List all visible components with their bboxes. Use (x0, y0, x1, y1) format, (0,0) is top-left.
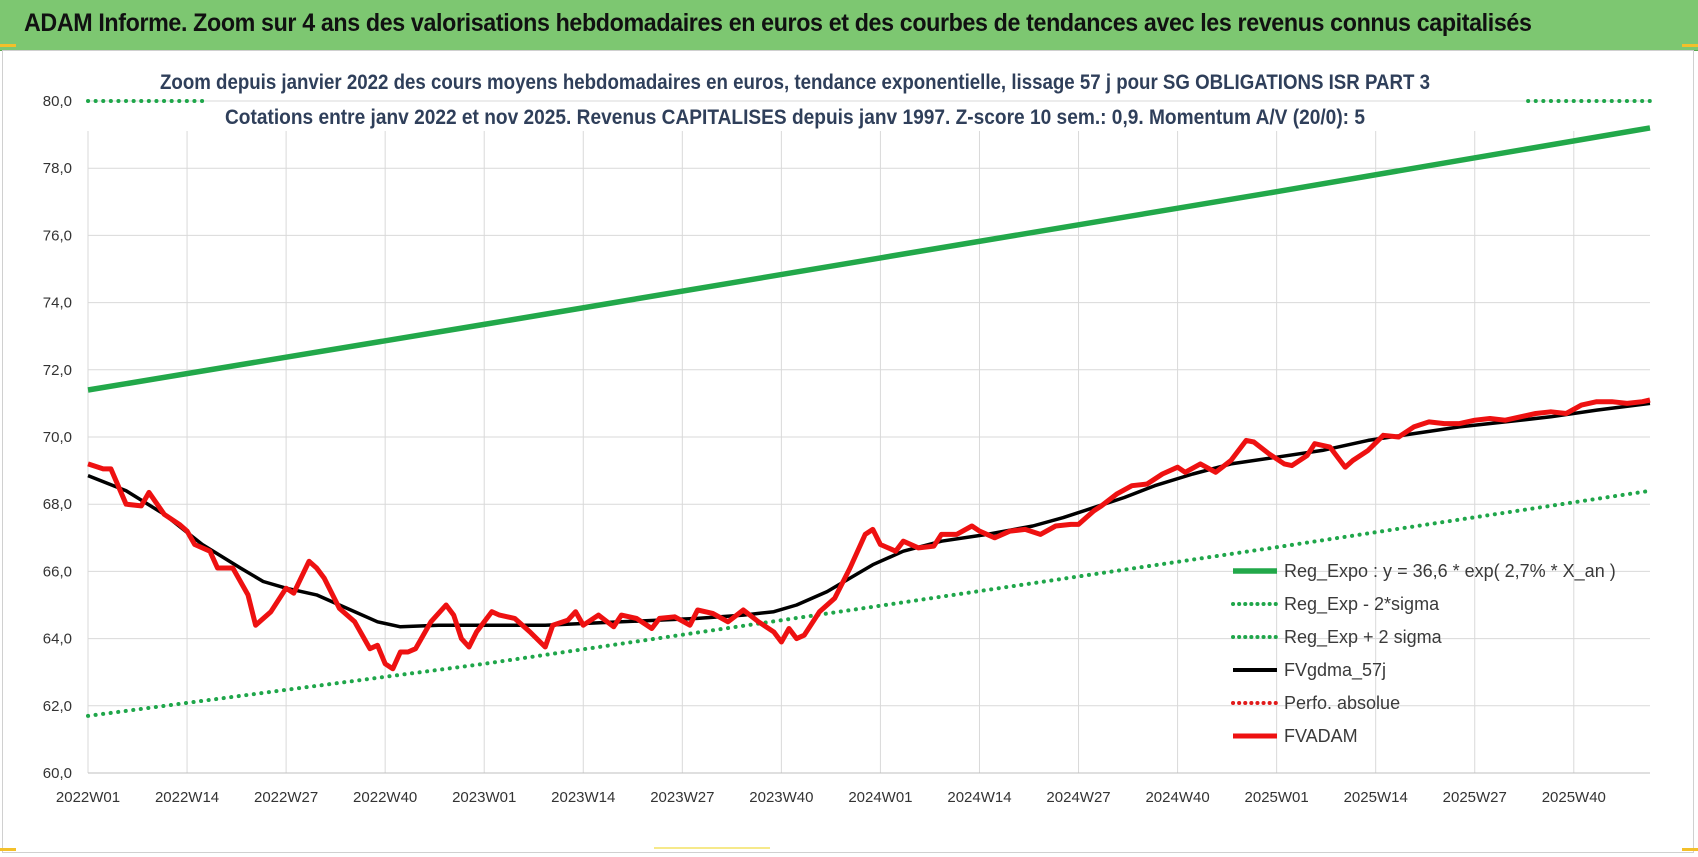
x-tick-label: 2024W27 (1046, 789, 1110, 806)
corner-mark-bottom-left (0, 848, 16, 851)
corner-mark-top-left (0, 44, 16, 47)
corner-mark-bottom-center (654, 847, 770, 849)
legend-label: Perfo. absolue (1284, 693, 1400, 713)
y-tick-label: 74,0 (43, 295, 72, 312)
y-tick-label: 64,0 (43, 631, 72, 648)
page-title: ADAM Informe. Zoom sur 4 ans des valoris… (24, 9, 1532, 37)
x-tick-label: 2023W01 (452, 789, 516, 806)
x-tick-label: 2024W14 (947, 789, 1011, 806)
chart-title-line-1: Zoom depuis janvier 2022 des cours moyen… (160, 71, 1430, 94)
legend-label: FVADAM (1284, 726, 1358, 746)
y-tick-label: 72,0 (43, 362, 72, 379)
x-tick-label: 2023W27 (650, 789, 714, 806)
chart-frame (2, 50, 1694, 853)
x-tick-label: 2022W01 (56, 789, 120, 806)
x-tick-label: 2025W14 (1344, 789, 1408, 806)
header-banner: ADAM Informe. Zoom sur 4 ans des valoris… (0, 0, 1698, 51)
x-tick-label: 2025W01 (1245, 789, 1309, 806)
grid (87, 100, 1650, 774)
y-tick-label: 70,0 (43, 429, 72, 446)
y-tick-label: 66,0 (43, 563, 72, 580)
corner-mark-top-right (1682, 44, 1698, 47)
y-axis-ticks: 60,0 62,0 64,0 66,0 68,0 70,0 72,0 74,0 76,0 78,0… (43, 93, 72, 782)
x-tick-label: 2022W14 (155, 789, 219, 806)
x-tick-label: 2025W27 (1443, 789, 1507, 806)
legend-label: Reg_Exp + 2 sigma (1284, 627, 1443, 648)
x-tick-label: 2023W40 (749, 789, 813, 806)
corner-mark-bottom-right (1682, 848, 1698, 851)
x-axis-ticks: 2022W01 2022W14 2022W27 2022W40 2023W01 2023W… (56, 789, 1606, 806)
y-tick-label: 60,0 (43, 765, 72, 782)
x-tick-label: 2024W40 (1145, 789, 1209, 806)
series-line-0 (87, 125, 1651, 393)
legend-label: Reg_Expo : y = 36,6 * exp( 2,7% * X_an ) (1284, 561, 1616, 582)
x-tick-label: 2024W01 (848, 789, 912, 806)
x-tick-label: 2022W40 (353, 789, 417, 806)
series-line-1 (86, 488, 1652, 718)
x-tick-label: 2025W40 (1542, 789, 1606, 806)
series-layer (86, 99, 1652, 718)
series-line-5 (87, 397, 1651, 672)
legend: Reg_Expo : y = 36,6 * exp( 2,7% * X_an )… (1231, 561, 1616, 746)
chart-title-line-2: Cotations entre janv 2022 et nov 2025. R… (225, 106, 1365, 129)
y-tick-label: 76,0 (43, 227, 72, 244)
y-tick-label: 78,0 (43, 160, 72, 177)
y-tick-label: 80,0 (43, 93, 72, 110)
legend-label: FVgdma_57j (1284, 660, 1386, 681)
x-tick-label: 2022W27 (254, 789, 318, 806)
series-line-3 (87, 401, 1651, 629)
y-tick-label: 62,0 (43, 698, 72, 715)
legend-label: Reg_Exp - 2*sigma (1284, 594, 1440, 615)
y-tick-label: 68,0 (43, 496, 72, 513)
x-tick-label: 2023W14 (551, 789, 615, 806)
